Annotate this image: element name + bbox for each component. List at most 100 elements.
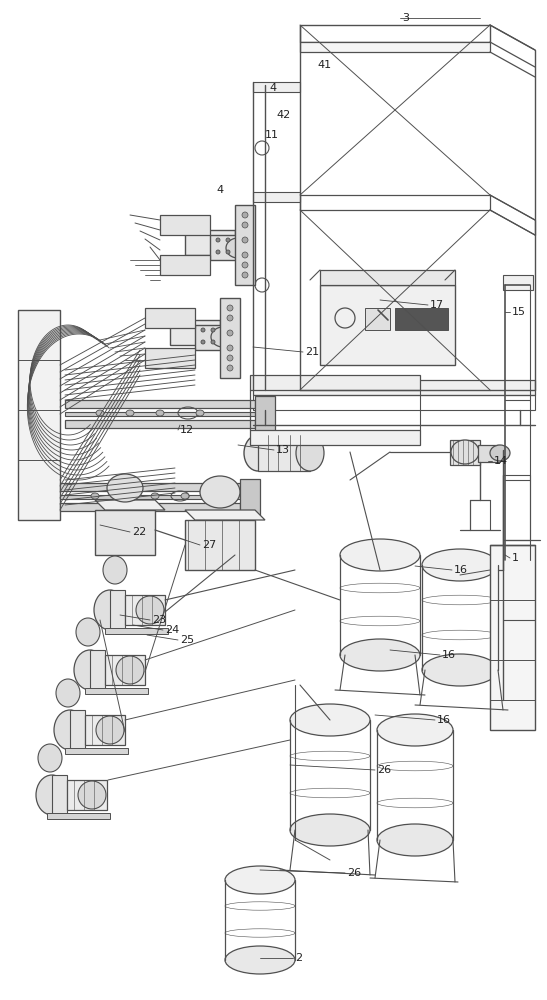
Text: 16: 16 <box>442 650 456 660</box>
Polygon shape <box>253 82 300 92</box>
Text: 21: 21 <box>305 347 319 357</box>
Ellipse shape <box>242 222 248 228</box>
Ellipse shape <box>377 824 453 856</box>
Polygon shape <box>320 270 455 285</box>
Polygon shape <box>105 628 168 634</box>
Text: 1: 1 <box>512 553 519 563</box>
Polygon shape <box>65 420 255 428</box>
Ellipse shape <box>242 237 248 243</box>
Ellipse shape <box>225 946 295 974</box>
Text: 15: 15 <box>512 307 526 317</box>
Text: 16: 16 <box>454 565 468 575</box>
Text: 12: 12 <box>180 425 194 435</box>
Polygon shape <box>395 308 448 330</box>
Polygon shape <box>67 780 107 810</box>
Ellipse shape <box>227 315 233 321</box>
Polygon shape <box>253 380 300 390</box>
Ellipse shape <box>242 262 248 268</box>
Ellipse shape <box>151 493 159 499</box>
Polygon shape <box>18 310 60 520</box>
Polygon shape <box>250 430 420 445</box>
Ellipse shape <box>422 654 498 686</box>
Ellipse shape <box>201 340 205 344</box>
Polygon shape <box>450 440 480 465</box>
Polygon shape <box>70 710 85 750</box>
Polygon shape <box>47 813 110 819</box>
Text: 11: 11 <box>265 130 279 140</box>
Ellipse shape <box>290 704 370 736</box>
Ellipse shape <box>226 238 230 242</box>
Polygon shape <box>185 520 255 570</box>
Text: 27: 27 <box>202 540 216 550</box>
Polygon shape <box>320 285 455 365</box>
Ellipse shape <box>216 238 220 242</box>
Polygon shape <box>60 503 240 511</box>
Ellipse shape <box>103 556 127 584</box>
Ellipse shape <box>74 650 106 690</box>
Polygon shape <box>235 205 255 285</box>
Polygon shape <box>52 775 67 815</box>
Ellipse shape <box>116 656 144 684</box>
Text: 25: 25 <box>180 635 194 645</box>
Ellipse shape <box>94 590 126 630</box>
Polygon shape <box>60 483 240 491</box>
Ellipse shape <box>36 775 68 815</box>
Ellipse shape <box>377 714 453 746</box>
Text: 13: 13 <box>276 445 290 455</box>
Polygon shape <box>253 192 300 202</box>
Ellipse shape <box>296 435 324 471</box>
Ellipse shape <box>244 435 272 471</box>
Polygon shape <box>195 325 235 350</box>
Ellipse shape <box>451 440 479 464</box>
Ellipse shape <box>126 410 134 416</box>
Polygon shape <box>85 715 125 745</box>
Ellipse shape <box>340 539 420 571</box>
Polygon shape <box>258 435 310 471</box>
Text: 4: 4 <box>269 83 276 93</box>
Polygon shape <box>65 748 128 754</box>
Ellipse shape <box>490 445 510 461</box>
Polygon shape <box>210 235 250 260</box>
Ellipse shape <box>227 355 233 361</box>
Ellipse shape <box>226 250 230 254</box>
Polygon shape <box>185 230 235 255</box>
Ellipse shape <box>226 238 250 258</box>
Polygon shape <box>95 500 165 510</box>
Text: 41: 41 <box>317 60 331 70</box>
Ellipse shape <box>225 866 295 894</box>
Text: 16: 16 <box>437 715 451 725</box>
Ellipse shape <box>211 327 235 347</box>
Ellipse shape <box>201 328 205 332</box>
Ellipse shape <box>96 716 124 744</box>
Polygon shape <box>255 396 275 432</box>
Ellipse shape <box>54 710 86 750</box>
Ellipse shape <box>227 330 233 336</box>
Polygon shape <box>490 545 535 730</box>
Polygon shape <box>185 510 265 520</box>
Polygon shape <box>478 445 500 462</box>
Ellipse shape <box>290 814 370 846</box>
Text: 22: 22 <box>132 527 146 537</box>
Polygon shape <box>125 595 165 625</box>
Polygon shape <box>365 308 390 330</box>
Ellipse shape <box>107 474 143 502</box>
Polygon shape <box>145 348 195 368</box>
Polygon shape <box>250 375 420 390</box>
Ellipse shape <box>340 639 420 671</box>
Text: 26: 26 <box>377 765 391 775</box>
Ellipse shape <box>211 340 215 344</box>
Polygon shape <box>145 308 195 328</box>
Ellipse shape <box>216 250 220 254</box>
Text: 14: 14 <box>494 456 508 466</box>
Ellipse shape <box>422 549 498 581</box>
Polygon shape <box>160 215 210 235</box>
Polygon shape <box>160 255 210 275</box>
Ellipse shape <box>227 305 233 311</box>
Text: 4: 4 <box>216 185 223 195</box>
Ellipse shape <box>121 493 129 499</box>
Polygon shape <box>85 688 148 694</box>
Polygon shape <box>95 510 155 555</box>
Polygon shape <box>105 655 145 685</box>
Ellipse shape <box>78 781 106 809</box>
Ellipse shape <box>227 365 233 371</box>
